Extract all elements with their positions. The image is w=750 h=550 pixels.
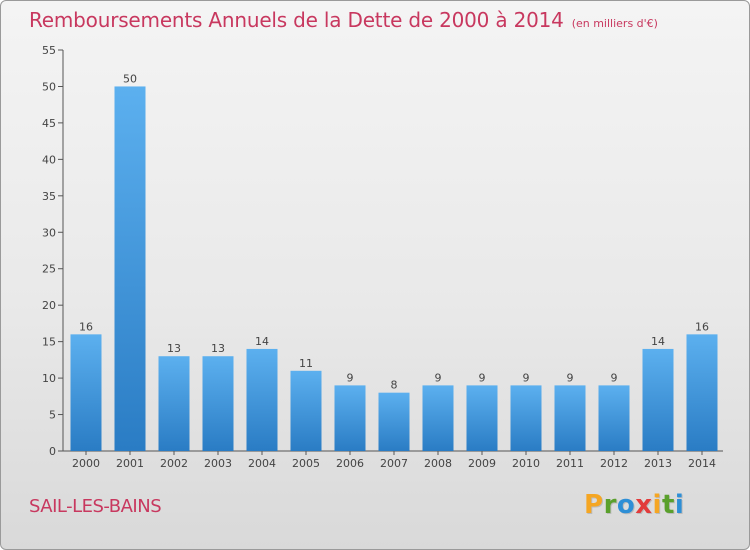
x-tick-label: 2013 [644,457,672,470]
bar-value-label: 14 [651,335,665,348]
x-tick-label: 2007 [380,457,408,470]
y-tick-label: 45 [42,117,56,130]
bar-2000 [70,334,102,451]
y-axis: 0 5 10 15 20 25 30 35 40 45 50 55 [42,44,64,458]
logo-letter: o [616,490,636,520]
chart-unit-label: (en milliers d'€) [571,17,658,30]
y-tick-label: 55 [42,44,56,57]
x-tick-label: 2000 [72,457,100,470]
bar-2009 [466,385,498,451]
bar-labels: 16 50 13 13 14 11 9 8 9 9 9 9 9 14 16 [79,72,709,391]
bar-value-label: 9 [347,371,354,384]
x-tick-label: 2001 [116,457,144,470]
bar-value-label: 13 [167,342,181,355]
x-tick-label: 2010 [512,457,540,470]
bar-2012 [598,385,630,451]
bar-value-label: 9 [523,371,530,384]
bar-2006 [334,385,366,451]
bar-2002 [158,356,190,451]
logo-letter: i [652,490,662,520]
bars [70,86,718,452]
logo-letter: i [674,490,685,520]
bar-value-label: 8 [391,379,398,392]
x-tick-label: 2014 [688,457,716,470]
town-name: SAIL-LES-BAINS [29,496,162,517]
x-tick-label: 2003 [204,457,232,470]
bar-value-label: 16 [695,320,709,333]
logo-letter: r [603,490,617,520]
bar-2008 [422,385,454,451]
chart-title-text: Remboursements Annuels de la Dette de 20… [29,8,564,32]
bar-2004 [246,348,278,451]
bar-value-label: 14 [255,335,269,348]
y-tick-label: 10 [42,372,56,385]
y-tick-label: 15 [42,336,56,349]
y-tick-label: 40 [42,153,56,166]
bar-2003 [202,356,234,451]
x-tick-label: 2008 [424,457,452,470]
y-tick-label: 35 [42,190,56,203]
bar-2013 [642,348,674,451]
bar-2001 [114,86,146,452]
x-tick-label: 2006 [336,457,364,470]
x-tick-label: 2012 [600,457,628,470]
x-tick-label: 2005 [292,457,320,470]
bar-value-label: 16 [79,320,93,333]
x-tick-label: 2011 [556,457,584,470]
bar-2005 [290,370,322,451]
y-tick-label: 5 [49,409,56,422]
bar-value-label: 9 [479,371,486,384]
y-tick-label: 30 [42,226,56,239]
bar-value-label: 50 [123,72,137,85]
y-tick-label: 0 [49,445,56,458]
bar-value-label: 13 [211,342,225,355]
x-axis: 2000 2001 2002 2003 2004 2005 2006 2007 2008 2009… [63,450,723,470]
bar-value-label: 9 [567,371,574,384]
bar-2007 [378,392,410,451]
logo-letter: t [661,490,675,520]
bar-2010 [510,385,542,451]
chart-title: Remboursements Annuels de la Dette de 20… [29,8,658,32]
proxiti-logo[interactable]: Proxiti [584,490,684,520]
y-tick-label: 25 [42,263,56,276]
bar-2011 [554,385,586,451]
y-tick-label: 20 [42,299,56,312]
y-tick-label: 50 [42,80,56,93]
x-tick-label: 2009 [468,457,496,470]
x-tick-label: 2004 [248,457,276,470]
bar-value-label: 9 [611,371,618,384]
bar-2014 [686,334,718,451]
x-tick-label: 2002 [160,457,188,470]
bar-value-label: 11 [299,357,313,370]
logo-letter: P [584,490,604,520]
logo-letter: x [635,490,653,520]
bar-value-label: 9 [435,371,442,384]
